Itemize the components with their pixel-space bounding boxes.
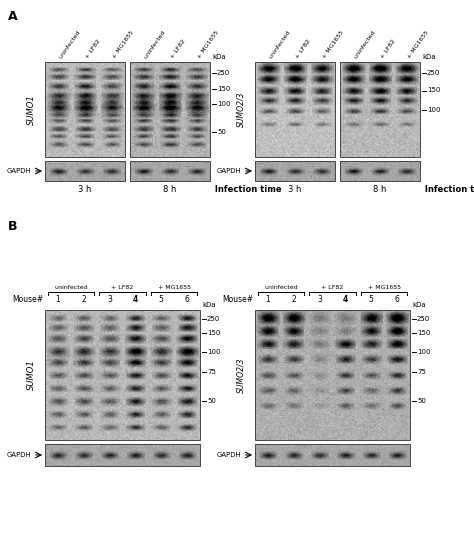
- Text: SUMO2/3: SUMO2/3: [237, 92, 246, 128]
- Text: 100: 100: [207, 349, 220, 355]
- Text: 8 h: 8 h: [164, 185, 177, 194]
- Bar: [255, 444, 410, 466]
- Text: kDa: kDa: [202, 302, 216, 308]
- Text: GAPDH: GAPDH: [6, 452, 31, 458]
- Text: kDa: kDa: [422, 54, 436, 60]
- Text: 100: 100: [417, 349, 430, 355]
- Text: uninfected: uninfected: [58, 30, 82, 60]
- Text: 100: 100: [217, 101, 230, 107]
- Text: 50: 50: [207, 398, 216, 404]
- Bar: [45, 310, 200, 440]
- Text: 2: 2: [82, 295, 86, 304]
- Text: 8 h: 8 h: [374, 185, 387, 194]
- Text: A: A: [8, 10, 18, 23]
- Text: GAPDH: GAPDH: [6, 168, 31, 174]
- Text: 1: 1: [265, 295, 270, 304]
- Bar: [255, 310, 410, 440]
- Text: 3: 3: [317, 295, 322, 304]
- Text: Mouse#: Mouse#: [12, 295, 43, 304]
- Bar: [340, 161, 420, 181]
- Bar: [130, 62, 210, 157]
- Text: + MG1655: + MG1655: [407, 30, 430, 60]
- Text: uninfected: uninfected: [353, 30, 377, 60]
- Text: + LF82: + LF82: [321, 285, 344, 290]
- Bar: [45, 62, 125, 157]
- Text: GAPDH: GAPDH: [216, 168, 241, 174]
- Text: 3 h: 3 h: [288, 185, 301, 194]
- Text: Infection time: Infection time: [212, 185, 282, 194]
- Text: 150: 150: [217, 86, 230, 91]
- Text: 250: 250: [427, 70, 440, 76]
- Text: 5: 5: [369, 295, 374, 304]
- Text: 100: 100: [427, 107, 440, 112]
- Text: 5: 5: [159, 295, 164, 304]
- Text: B: B: [8, 220, 18, 233]
- Text: Infection time: Infection time: [422, 185, 474, 194]
- Text: 250: 250: [217, 70, 230, 76]
- Text: 75: 75: [417, 370, 426, 376]
- Bar: [45, 161, 125, 181]
- Text: kDa: kDa: [412, 302, 426, 308]
- Text: 50: 50: [217, 129, 226, 135]
- Text: SUMO1: SUMO1: [27, 359, 36, 391]
- Bar: [255, 161, 335, 181]
- Text: uninfected: uninfected: [264, 285, 298, 290]
- Text: 4: 4: [133, 295, 138, 304]
- Text: 50: 50: [417, 398, 426, 404]
- Bar: [255, 62, 335, 157]
- Text: 4: 4: [343, 295, 348, 304]
- Text: 3: 3: [107, 295, 112, 304]
- Bar: [340, 62, 420, 157]
- Text: kDa: kDa: [212, 54, 226, 60]
- Text: GAPDH: GAPDH: [216, 452, 241, 458]
- Text: 150: 150: [417, 330, 430, 336]
- Text: 6: 6: [185, 295, 190, 304]
- Text: + LF82: + LF82: [380, 39, 397, 60]
- Text: 150: 150: [207, 330, 220, 336]
- Bar: [130, 161, 210, 181]
- Text: uninfected: uninfected: [268, 30, 292, 60]
- Text: SUMO1: SUMO1: [27, 94, 36, 125]
- Text: + LF82: + LF82: [295, 39, 312, 60]
- Text: 250: 250: [207, 316, 220, 322]
- Text: + LF82: + LF82: [111, 285, 134, 290]
- Text: + MG1655: + MG1655: [197, 30, 219, 60]
- Text: + MG1655: + MG1655: [112, 30, 135, 60]
- Text: + LF82: + LF82: [170, 39, 187, 60]
- Text: uninfected: uninfected: [143, 30, 167, 60]
- Text: 250: 250: [417, 316, 430, 322]
- Text: uninfected: uninfected: [54, 285, 88, 290]
- Text: SUMO2/3: SUMO2/3: [237, 357, 246, 393]
- Text: + LF82: + LF82: [85, 39, 102, 60]
- Text: 3 h: 3 h: [78, 185, 91, 194]
- Text: + MG1655: + MG1655: [368, 285, 401, 290]
- Text: + MG1655: + MG1655: [322, 30, 345, 60]
- Text: Mouse#: Mouse#: [222, 295, 253, 304]
- Text: 75: 75: [207, 370, 216, 376]
- Text: 1: 1: [55, 295, 60, 304]
- Text: + MG1655: + MG1655: [158, 285, 191, 290]
- Bar: [45, 444, 200, 466]
- Text: 2: 2: [292, 295, 296, 304]
- Text: 150: 150: [427, 88, 440, 94]
- Text: 6: 6: [395, 295, 400, 304]
